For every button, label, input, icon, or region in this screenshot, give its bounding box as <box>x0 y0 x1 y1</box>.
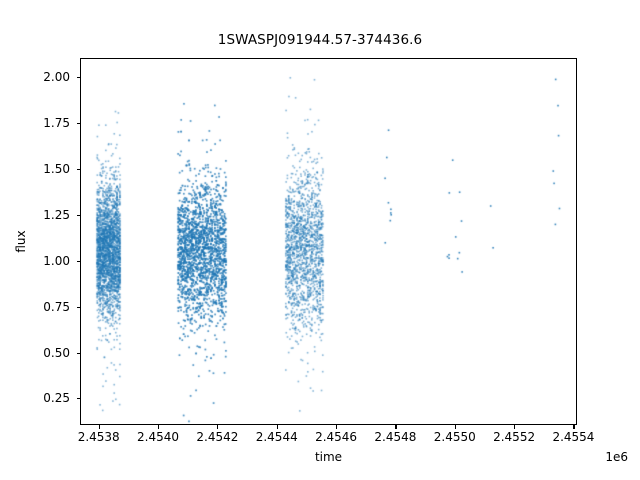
x-axis-tick-mark <box>514 425 516 429</box>
x-axis-tick-label: 2.4548 <box>374 430 417 444</box>
y-axis-label: flux <box>14 230 28 253</box>
scatter-plot-canvas <box>81 59 576 424</box>
x-axis-tick-label: 2.4538 <box>77 430 120 444</box>
y-axis-tick-mark <box>76 169 80 171</box>
y-axis-tick-label: 0.50 <box>43 345 70 360</box>
y-axis-tick-label: 0.75 <box>43 299 70 314</box>
x-axis-tick-mark <box>98 425 100 429</box>
y-axis-tick-mark <box>76 306 80 308</box>
x-axis-tick-label: 2.4540 <box>137 430 180 444</box>
y-axis-tick-mark <box>76 260 80 262</box>
x-axis-tick-mark <box>158 425 160 429</box>
x-axis-tick-label: 2.4542 <box>196 430 239 444</box>
x-axis-tick-mark <box>573 425 575 429</box>
x-axis-tick-mark <box>336 425 338 429</box>
y-axis-tick-label: 0.25 <box>43 391 70 406</box>
x-axis-tick-label: 2.4546 <box>315 430 358 444</box>
y-axis-tick-label: 1.75 <box>43 116 70 131</box>
y-axis-tick-mark <box>76 398 80 400</box>
y-axis-tick-mark <box>76 123 80 125</box>
y-axis-tick-mark <box>76 77 80 79</box>
x-axis-label: time <box>314 450 343 464</box>
x-axis-tick-mark <box>454 425 456 429</box>
y-axis-tick-mark <box>76 352 80 354</box>
y-axis-tick-mark <box>76 214 80 216</box>
page-title: 1SWASPJ091944.57-374436.6 <box>217 32 423 48</box>
y-axis-tick-label: 1.25 <box>43 207 70 222</box>
y-axis-tick-label: 2.00 <box>43 70 70 85</box>
x-axis-offset-label: 1e6 <box>605 450 628 464</box>
x-axis-tick-mark <box>276 425 278 429</box>
x-axis-tick-label: 2.4550 <box>433 430 476 444</box>
x-axis-tick-mark <box>217 425 219 429</box>
x-axis-tick-label: 2.4544 <box>255 430 298 444</box>
y-axis-tick-label: 1.00 <box>43 253 70 268</box>
x-axis-tick-mark <box>395 425 397 429</box>
y-axis-tick-label: 1.50 <box>43 162 70 177</box>
x-axis-tick-label: 2.4554 <box>552 430 595 444</box>
x-axis-tick-label: 2.4552 <box>493 430 536 444</box>
plot-axes-area <box>80 58 577 425</box>
